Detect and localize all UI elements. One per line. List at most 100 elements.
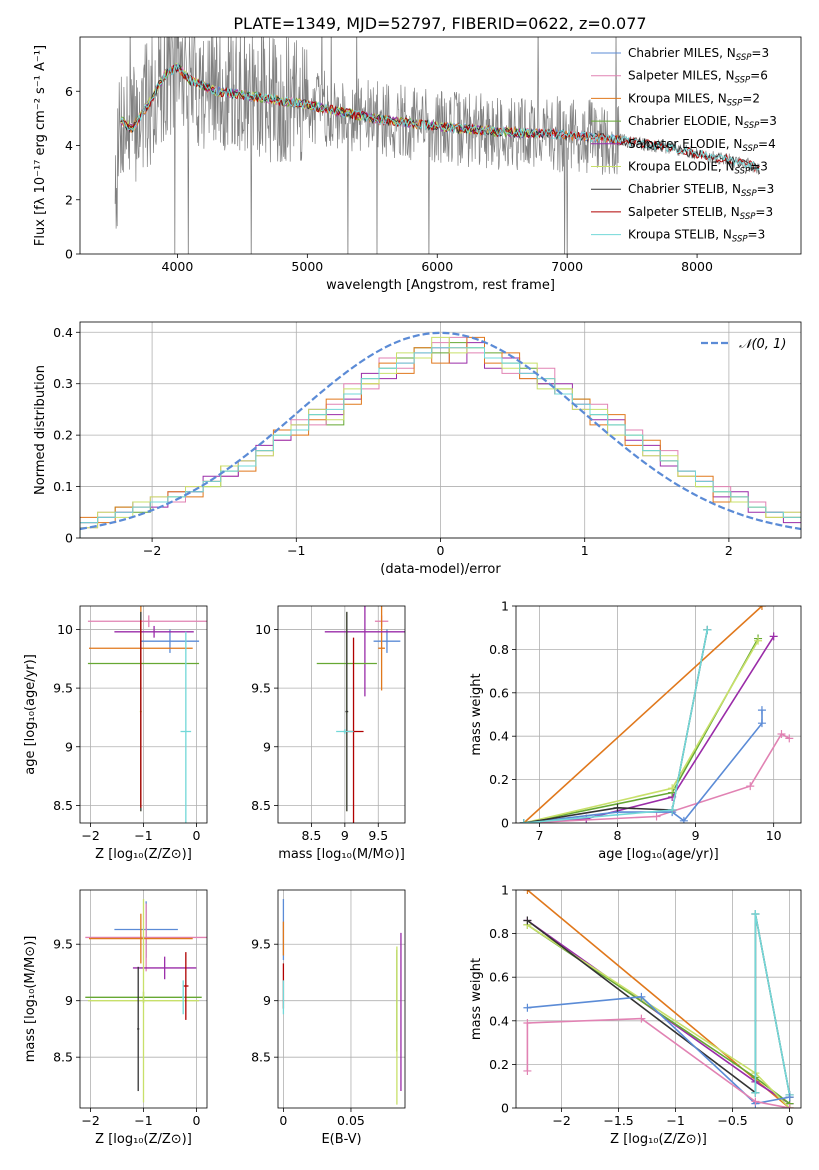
y-tick-label: 0 xyxy=(65,247,73,262)
legend-entry: Chabrier STELIB, NSSP=3 xyxy=(628,182,774,199)
x-tick-label: −2 xyxy=(552,1113,570,1128)
y-tick-label: 10 xyxy=(57,622,73,637)
x-axis-label: Z [log₁₀(Z/Z⊙)] xyxy=(95,847,192,862)
mass-weight-marker xyxy=(668,784,677,793)
mass-weight-line xyxy=(526,924,791,1105)
mass-weight-line xyxy=(523,606,763,823)
mass-weight-marker xyxy=(637,1014,646,1023)
y-tick-label: 10 xyxy=(255,622,271,637)
x-axis-label: Z [log₁₀(Z/Z⊙)] xyxy=(95,1132,192,1147)
grid-lines xyxy=(80,606,207,823)
axes-frame xyxy=(515,889,802,1109)
y-tick-label: 9 xyxy=(65,739,73,754)
axes-frame xyxy=(277,605,406,824)
y-tick-label: 1 xyxy=(501,883,509,898)
mass-weight-marker xyxy=(613,803,622,812)
age-vs-mass-panel: 8.5 9 9.5 8.5 9 9.5 10 mass [log₁₀(M/M⊙)] xyxy=(251,605,406,862)
mass-weight-line xyxy=(526,924,791,1108)
y-tick-label: 9.5 xyxy=(251,681,271,696)
y-tick-label: 8.5 xyxy=(53,798,73,813)
legend-entry-name: Chabrier STELIB xyxy=(628,182,724,196)
y-tick-label: 9 xyxy=(65,993,73,1008)
legend-entry-subscript: SSP xyxy=(740,212,756,222)
mass-weight-marker xyxy=(785,1104,794,1108)
y-tick-label: 8.5 xyxy=(251,798,271,813)
plot-area xyxy=(87,606,207,823)
legend-entry-n-prefix: , N xyxy=(710,91,727,105)
y-tick-label: 0.4 xyxy=(53,325,73,340)
y-tick-label: 0.2 xyxy=(489,1057,509,1072)
mass-weight-marker xyxy=(757,606,766,610)
y-tick-label: 8.5 xyxy=(53,1050,73,1065)
spectrum-panel: 4000 5000 6000 7000 8000 0 2 4 6 wavelength [Angs… xyxy=(33,36,802,293)
y-tick-label: 6 xyxy=(65,84,73,99)
y-tick-label: 0 xyxy=(65,531,73,546)
y-axis-label: mass weight xyxy=(469,958,484,1040)
x-tick-label: −2 xyxy=(143,543,161,558)
legend-entry-n-prefix: , N xyxy=(718,160,735,174)
y-tick-label: 0.2 xyxy=(489,772,509,787)
x-tick-label: −1.5 xyxy=(603,1113,633,1128)
x-tick-label: 7 xyxy=(535,828,543,843)
mass-weight-line xyxy=(526,1017,790,1108)
x-tick-label: 8000 xyxy=(681,259,713,274)
y-tick-label: 0.4 xyxy=(489,729,509,744)
y-tick-label: 0 xyxy=(501,1101,509,1116)
x-axis-label: mass [log₁₀(M/M⊙)] xyxy=(278,847,405,862)
mass-weight-marker xyxy=(519,819,528,823)
legend-entry-n-value: 3 xyxy=(765,205,773,219)
mass-weight-marker xyxy=(757,719,766,728)
legend-entry-subscript: SSP xyxy=(736,53,752,63)
mass-weight-marker xyxy=(523,890,532,894)
legend-entry-n-value: 3 xyxy=(761,46,769,60)
legend-entry-name: Salpeter ELODIE xyxy=(628,137,726,151)
x-tick-label: 0 xyxy=(279,1113,287,1128)
x-tick-label: 9 xyxy=(341,828,349,843)
weight-vs-metallicity-panel: −2 −1.5 −1 −0.5 0 0 0.2 0.4 0.6 0.8 1 Z [log₁₀(Z/Z⊙… xyxy=(469,883,802,1147)
grid-lines xyxy=(80,322,801,539)
legend-entry: Kroupa MILES, NSSP=2 xyxy=(628,91,760,108)
axes-frame xyxy=(515,605,802,824)
mass-weight-marker xyxy=(703,625,712,634)
y-axis-label: age [log₁₀(age/yr)] xyxy=(23,654,38,775)
mass-weight-marker xyxy=(785,734,794,743)
age-vs-metallicity-panel: −2 −1 0 8.5 9 9.5 10 Z [log₁₀(Z/Z⊙)] age [log₁₀(… xyxy=(23,605,208,862)
y-tick-label: 9 xyxy=(263,739,271,754)
y-tick-label: 0.8 xyxy=(489,926,509,941)
y-axis-label: Normed distribution xyxy=(33,365,48,495)
y-axis-label: mass [log₁₀(M/M⊙)] xyxy=(23,936,38,1063)
y-tick-label: 8.5 xyxy=(251,1050,271,1065)
mass-weight-line xyxy=(523,629,709,823)
legend-entry-subscript: SSP xyxy=(735,76,751,86)
plot-area xyxy=(114,37,760,254)
legend-entry-n-prefix: , N xyxy=(723,205,740,219)
legend-entry-n-prefix: , N xyxy=(715,228,732,242)
mass-weight-marker xyxy=(652,812,661,821)
y-tick-label: 0.3 xyxy=(53,376,73,391)
x-tick-label: 0 xyxy=(192,828,200,843)
x-tick-label: −1 xyxy=(666,1113,684,1128)
figure-title: PLATE=1349, MJD=52797, FIBERID=0622, z=0… xyxy=(233,14,646,33)
x-tick-label: 0.05 xyxy=(337,1113,365,1128)
legend-entry-subscript: SSP xyxy=(727,98,743,108)
x-axis-label: wavelength [Angstrom, rest frame] xyxy=(326,278,555,293)
residual-histogram xyxy=(80,336,801,538)
mass-vs-metallicity-panel: −2 −1 0 8.5 9 9.5 Z [log₁₀(Z/Z⊙)] mass [log₁₀(M… xyxy=(23,889,208,1147)
mass-weight-marker xyxy=(751,1097,760,1106)
y-tick-label: 0.6 xyxy=(489,685,509,700)
plot-area xyxy=(80,331,801,538)
legend-entry-n-value: 3 xyxy=(760,160,768,174)
plot-area xyxy=(282,899,402,1105)
legend-entry-equals: = xyxy=(759,114,769,128)
mass-weight-marker xyxy=(751,1088,760,1097)
legend-entry-subscript: SSP xyxy=(742,144,758,154)
legend-entry-equals: = xyxy=(757,182,767,196)
legend-entry: Kroupa STELIB, NSSP=3 xyxy=(628,228,765,245)
legend-entry: Salpeter MILES, NSSP=6 xyxy=(628,69,768,86)
legend-entry: 𝒩(0, 1) xyxy=(739,337,786,352)
x-tick-label: 1 xyxy=(581,543,589,558)
y-tick-label: 1 xyxy=(501,599,509,614)
y-tick-label: 0 xyxy=(501,816,509,831)
legend-entry-n-prefix: , N xyxy=(724,182,741,196)
legend-entry: Chabrier MILES, NSSP=3 xyxy=(628,46,769,63)
